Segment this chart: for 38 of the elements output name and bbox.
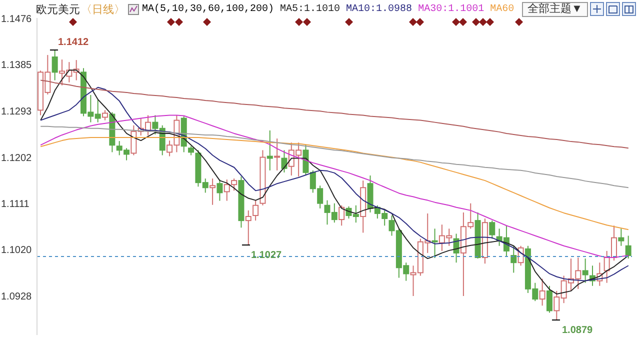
y-tick-label: 1.1385	[1, 60, 32, 72]
candlestick	[252, 200, 259, 222]
candlestick	[102, 110, 108, 121]
text: MA5:1.1010	[280, 4, 340, 15]
candlestick	[281, 150, 288, 173]
candlestick	[489, 220, 496, 240]
candlestick	[188, 146, 194, 156]
y-tick-label: 1.0928	[1, 292, 32, 302]
candlestick	[52, 50, 58, 81]
candlestick	[510, 245, 517, 274]
candlestick	[539, 278, 546, 306]
candlestick	[618, 228, 624, 246]
y-tick-label: 1.1293	[1, 106, 32, 118]
candlestick	[216, 179, 223, 202]
y-tick-label: 1.1020	[1, 244, 32, 256]
y-tick-label: 1.1202	[1, 152, 32, 164]
text: MA(5,10,30,60,100,200)	[142, 4, 274, 15]
candlestick	[625, 235, 632, 260]
candlestick	[210, 178, 216, 206]
candlestick	[610, 225, 617, 262]
y-tick-label: 1.1111	[1, 198, 30, 210]
y-tick-label: 1.1476	[1, 14, 32, 25]
chart-subtitle: 〈日线〉	[81, 3, 125, 17]
annotation: 1.0879	[562, 325, 594, 336]
text: MA30:1.1001	[418, 4, 484, 15]
text: 全部主题▼	[522, 2, 588, 17]
candlestick	[245, 210, 252, 246]
text: MA60	[490, 4, 514, 15]
candlestick	[338, 204, 345, 226]
annotation: 1.1412	[58, 37, 90, 48]
annotation: 1.1027	[251, 250, 282, 261]
candlestick	[432, 228, 438, 259]
candlestick	[274, 138, 280, 171]
candlestick	[546, 285, 552, 314]
text: MA10:1.0988	[346, 4, 412, 15]
chart-title: 欧元美元	[36, 2, 80, 17]
candlestick	[266, 130, 273, 171]
candlestick	[582, 258, 588, 284]
